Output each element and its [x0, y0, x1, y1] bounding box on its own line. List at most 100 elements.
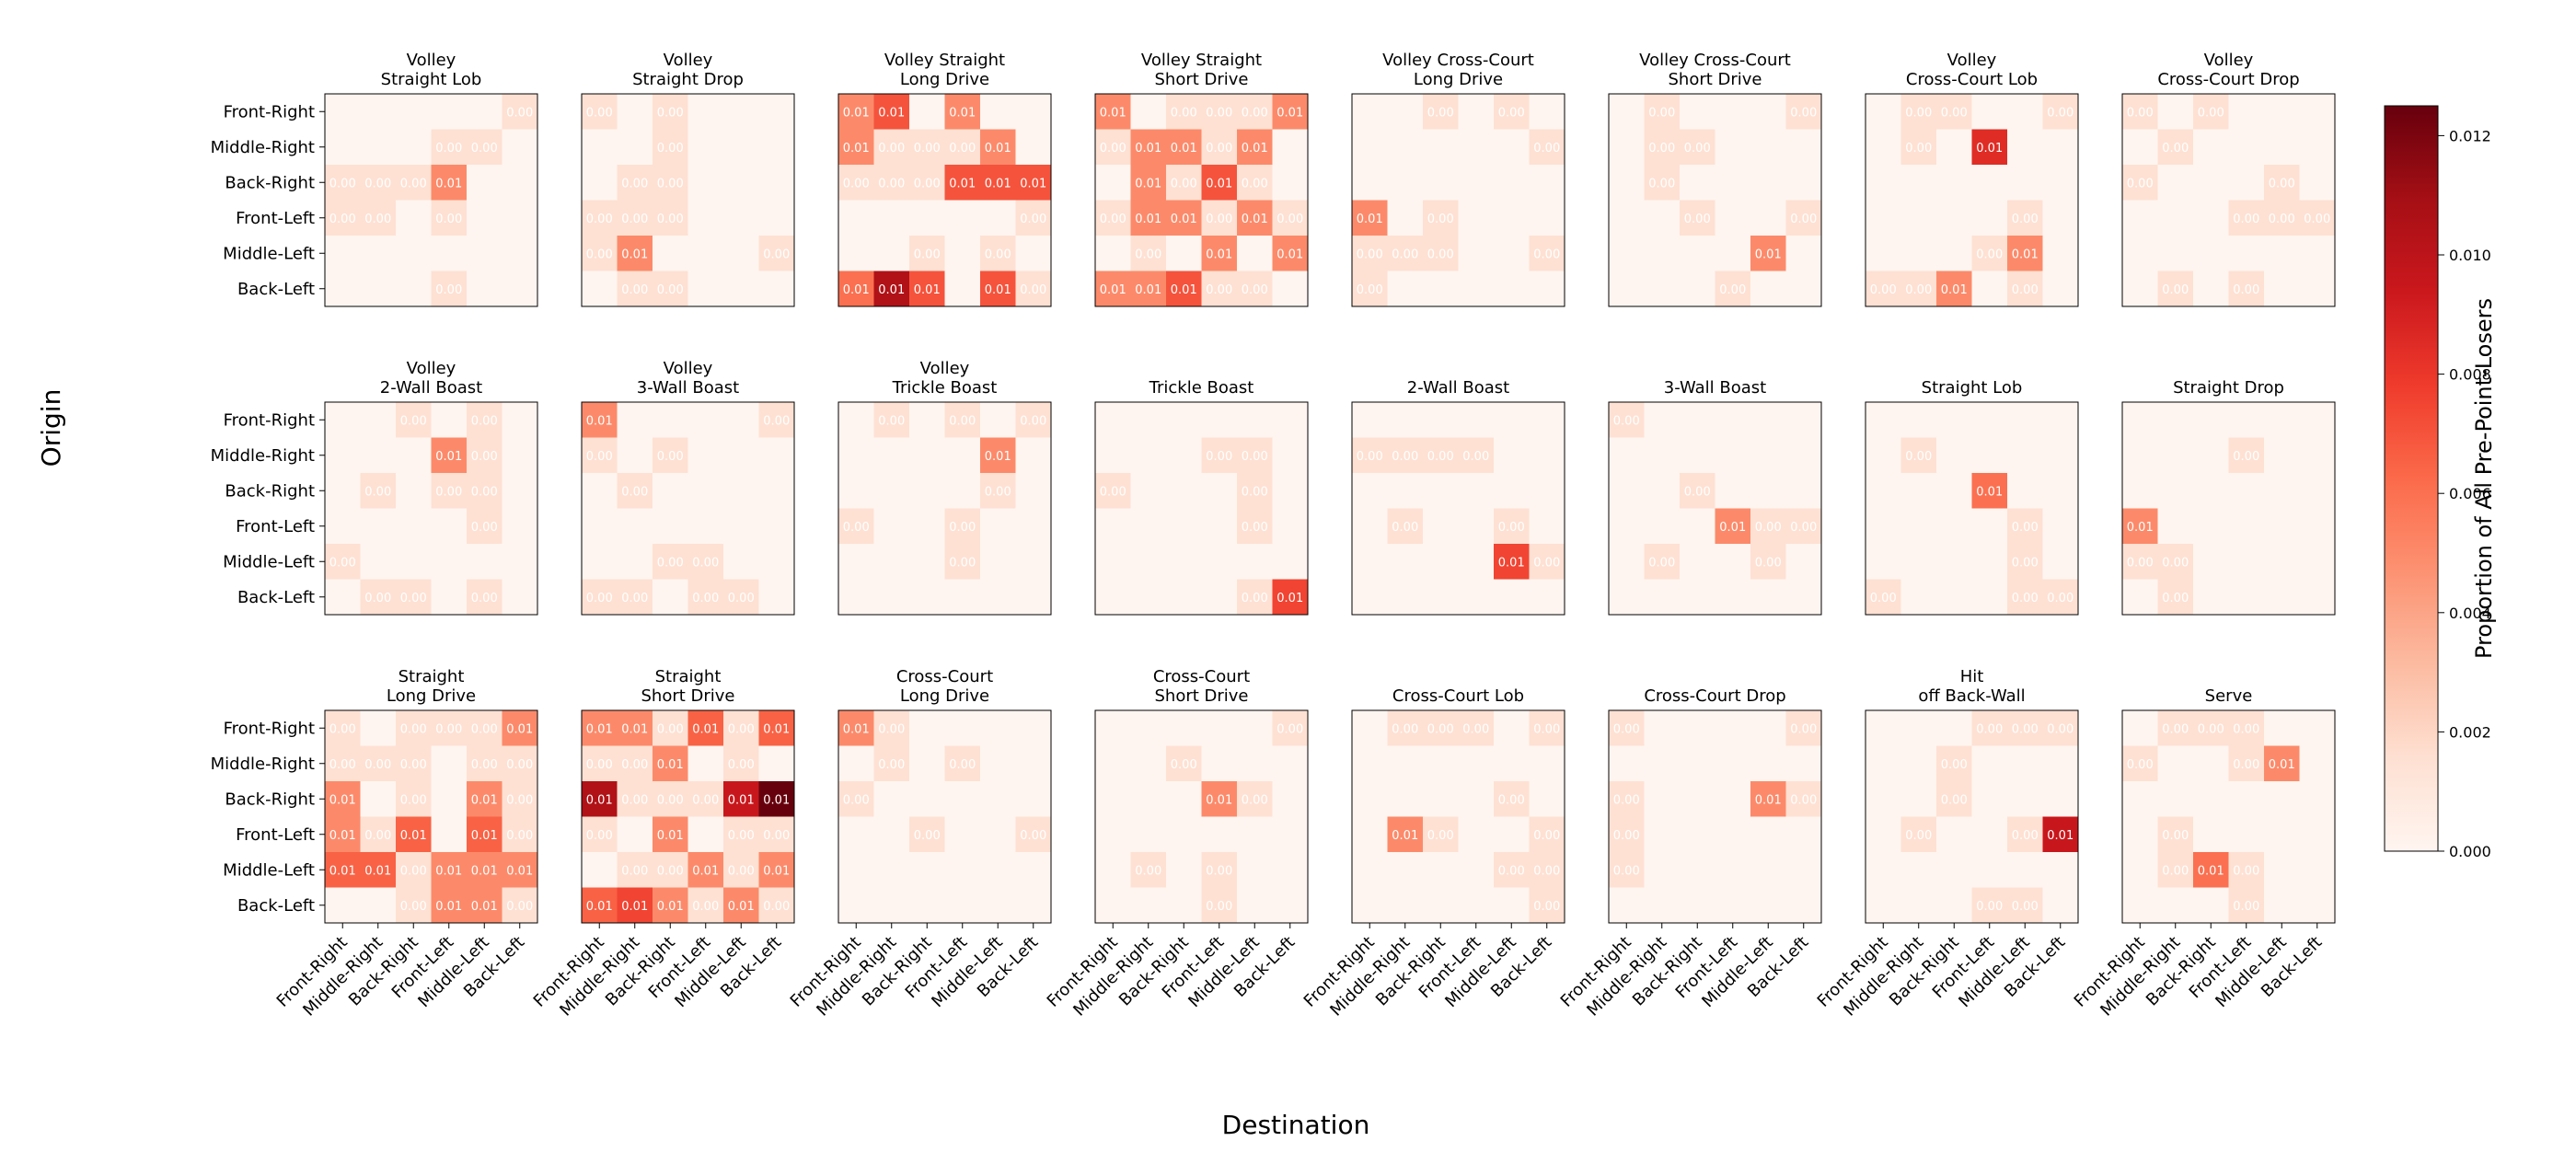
heatmap-cell: [2228, 710, 2265, 746]
heatmap-cell: [2122, 200, 2158, 236]
cell-value-label: 0.01: [878, 106, 905, 120]
heatmap-cell: [1015, 710, 1052, 746]
heatmap-cell: [1529, 887, 1565, 924]
cell-value-label: 0.01: [1135, 213, 1161, 226]
cell-value-label: 0.01: [692, 864, 719, 878]
heatmap-cell: [2122, 852, 2158, 888]
y-tick-label: Front-Left: [236, 517, 315, 536]
cell-value-label: 0.00: [586, 758, 613, 772]
heatmap-cell: [758, 129, 795, 166]
heatmap-cell: [653, 437, 688, 474]
cell-value-label: 0.00: [364, 177, 391, 190]
heatmap-cell: [1609, 544, 1645, 580]
heatmap-cell: [1458, 402, 1495, 438]
heatmap-cell: [909, 508, 945, 545]
heatmap-cell: [1900, 200, 1937, 236]
heatmap-cell: [1715, 94, 1751, 130]
cell-value-label: 0.00: [400, 592, 427, 605]
heatmap-cell: [1237, 816, 1273, 853]
cell-value-label: 0.00: [1242, 521, 1268, 535]
heatmap-cell: [653, 579, 688, 616]
heatmap-cell: [1900, 94, 1937, 130]
heatmap-cell: [1971, 271, 2008, 307]
heatmap-cell: [873, 710, 910, 746]
heatmap-cell: [1866, 402, 1901, 438]
heatmap-cell: [687, 579, 724, 616]
heatmap-cell: [653, 508, 688, 545]
heatmap-cell: [1423, 236, 1459, 271]
panel-frame: [581, 709, 795, 924]
heatmap-cell: [1166, 508, 1202, 545]
heatmap-cell: [944, 887, 981, 924]
heatmap-cell: [1201, 271, 1238, 307]
heatmap-cell: [1866, 271, 1901, 307]
cell-value-label: 0.00: [985, 248, 1011, 261]
heatmap-cell: [431, 271, 468, 307]
cell-value-label: 0.01: [471, 829, 498, 843]
heatmap-cell: [1423, 402, 1459, 438]
panel-frame: [2121, 93, 2336, 307]
heatmap-cell: [1423, 781, 1459, 817]
heatmap-cell: [2007, 508, 2043, 545]
panel-title: Long Drive: [900, 70, 989, 89]
heatmap-cell: [1529, 94, 1565, 130]
heatmap-cell: [1272, 710, 1309, 746]
cell-value-label: 0.00: [878, 177, 905, 190]
heatmap-cell: [1352, 94, 1388, 130]
heatmap-cell: [2264, 271, 2300, 307]
panel-title: Straight Lob: [381, 70, 482, 89]
heatmap-cell: [2193, 887, 2229, 924]
heatmap-cell: [467, 710, 502, 746]
heatmap-cell: [1166, 94, 1202, 130]
heatmap-cell: [1936, 745, 1972, 782]
heatmap-cell: [1130, 887, 1167, 924]
y-tick-label: Middle-Right: [211, 138, 315, 157]
heatmap-cell: [617, 200, 653, 236]
cell-value-label: 0.00: [2162, 829, 2189, 843]
heatmap-cell: [431, 781, 468, 817]
cell-value-label: 0.01: [1276, 248, 1303, 261]
heatmap-cell: [1130, 508, 1167, 545]
cell-value-label: 0.01: [985, 283, 1011, 297]
heatmap-cell: [1680, 271, 1715, 307]
heatmap-cell: [2122, 165, 2158, 201]
heatmap-cell: [1015, 437, 1052, 474]
panel-title: Serve: [2205, 686, 2253, 706]
cell-value-label: 0.01: [1242, 213, 1268, 226]
heatmap-cell: [1494, 473, 1530, 509]
cell-value-label: 0.00: [692, 900, 719, 914]
cell-value-label: 0.00: [1242, 283, 1268, 297]
heatmap-cell: [909, 437, 945, 474]
cell-value-label: 0.01: [843, 142, 870, 156]
heatmap-cell: [2299, 781, 2336, 817]
heatmap-cell: [617, 544, 653, 580]
cell-value-label: 0.00: [471, 758, 498, 772]
heatmap-cell: [2193, 129, 2229, 166]
heatmap-cell: [1423, 200, 1459, 236]
heatmap-cell: [687, 816, 724, 853]
heatmap-cell: [2264, 129, 2300, 166]
heatmap-cell: [758, 544, 795, 580]
y-tick-label: Back-Right: [225, 789, 315, 809]
heatmap-cell: [653, 165, 688, 201]
heatmap-cell: [2299, 165, 2336, 201]
heatmap-cell: [723, 437, 759, 474]
heatmap-cell: [1015, 579, 1052, 616]
heatmap-cell: [1272, 544, 1309, 580]
heatmap-cell: [2157, 745, 2194, 782]
cell-value-label: 0.00: [878, 758, 905, 772]
heatmap-cell: [758, 579, 795, 616]
heatmap-cell: [1272, 271, 1309, 307]
heatmap-cell: [1971, 745, 2008, 782]
heatmap-cell: [1715, 437, 1751, 474]
heatmap-cell: [1715, 165, 1751, 201]
cell-value-label: 0.01: [2127, 521, 2154, 535]
cell-value-label: 0.01: [1206, 793, 1232, 807]
heatmap-cell: [1936, 437, 1972, 474]
cell-value-label: 0.00: [2012, 556, 2039, 570]
heatmap-cell: [325, 508, 361, 545]
heatmap-cell: [2228, 94, 2265, 130]
colorbar-ticks: 0.000 0.002 0.004 0.006 0.008 0.010 0.012: [2438, 127, 2491, 860]
heatmap-cell: [325, 402, 361, 438]
heatmap-cell: [1680, 473, 1715, 509]
